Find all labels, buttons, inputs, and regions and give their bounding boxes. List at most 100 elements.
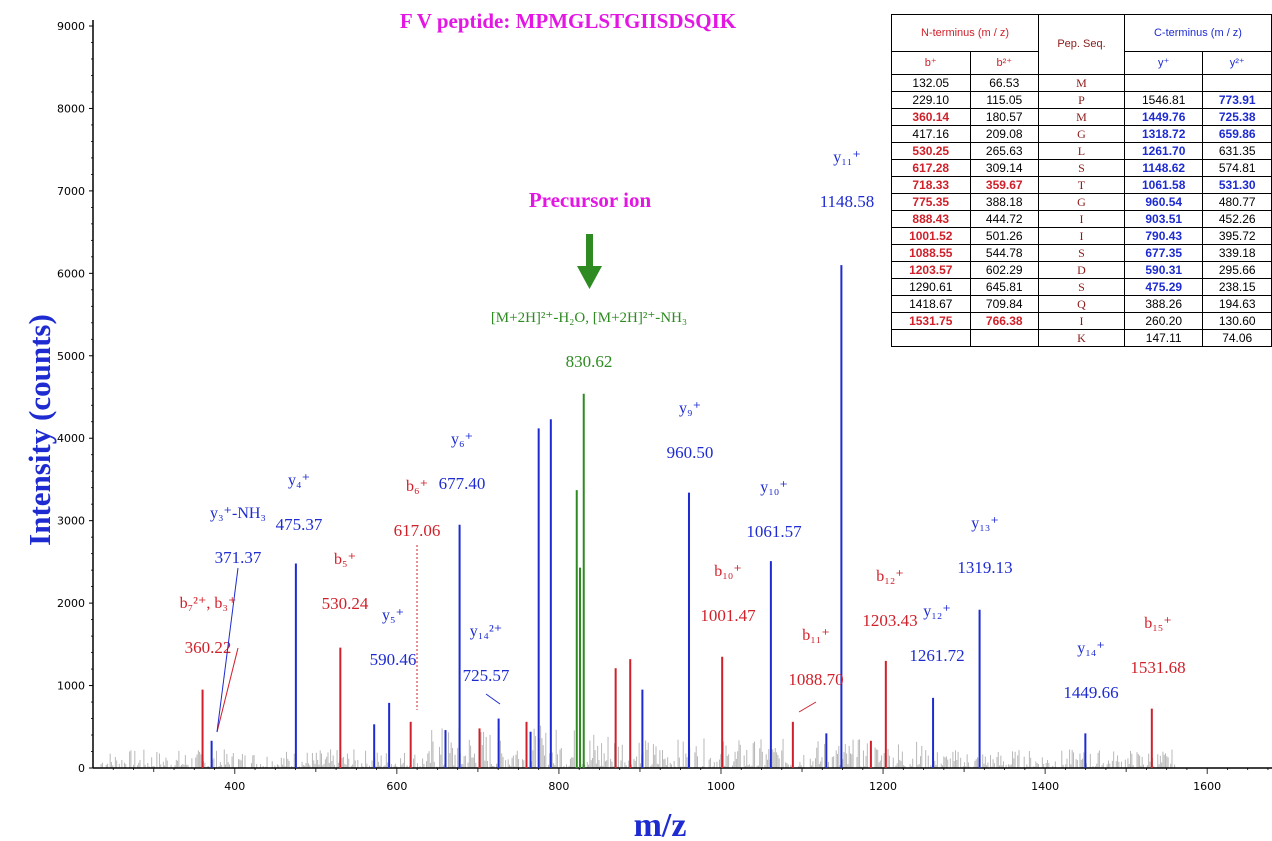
peak-ion-label: y₄⁺ — [288, 472, 310, 489]
peak-mz-label: 371.37 — [215, 548, 262, 567]
table-row: 1531.75 766.38 I 260.20 130.60 — [891, 312, 1272, 330]
y1-cell: 1449.76 — [1123, 108, 1204, 126]
y1-cell: 960.54 — [1123, 193, 1204, 211]
y-tick-label: 0 — [78, 762, 85, 775]
y2-cell: 574.81 — [1202, 159, 1272, 177]
fragment-table-body: 132.05 66.53 M 229.10 115.05 P 1546.81 773.91 36… — [891, 74, 1272, 347]
y2-cell — [1202, 74, 1272, 92]
peak-mz-label: 1319.13 — [957, 558, 1012, 577]
peak-annotation: b₁₀⁺ 1001.47 — [700, 563, 756, 625]
table-row: 775.35 388.18 G 960.54 480.77 — [891, 193, 1272, 211]
sequence-cell: I — [1038, 227, 1125, 245]
peak-mz-label: 1088.70 — [788, 670, 843, 689]
x-tick-label: 800 — [548, 780, 569, 793]
b1-cell: 132.05 — [891, 74, 971, 92]
y1-cell: 388.26 — [1123, 295, 1204, 313]
peak-ion-label: y₁₄⁺ — [1077, 640, 1105, 657]
x-tick-label: 600 — [386, 780, 407, 793]
y-2plus-header: y²⁺ — [1202, 51, 1272, 75]
b2-cell: 709.84 — [969, 295, 1040, 313]
peak-mz-label: 1061.57 — [746, 522, 802, 541]
sequence-cell: M — [1038, 74, 1125, 92]
peak-annotation: y₉⁺ 960.50 — [667, 400, 714, 462]
b2-cell: 444.72 — [969, 210, 1040, 228]
table-row: 888.43 444.72 I 903.51 452.26 — [891, 210, 1272, 228]
table-row: 617.28 309.14 S 1148.62 574.81 — [891, 159, 1272, 177]
x-tick-label: 1000 — [707, 780, 735, 793]
y-tick-label: 2000 — [57, 597, 85, 610]
b2-cell: 265.63 — [969, 142, 1040, 160]
peak-annotation: b₁₂⁺ 1203.43 — [862, 568, 917, 630]
y2-cell: 480.77 — [1202, 193, 1272, 211]
sequence-cell: M — [1038, 108, 1125, 126]
y-tick-label: 1000 — [57, 680, 85, 693]
b2-cell: 359.67 — [969, 176, 1040, 194]
peak-ion-label: y₁₄²⁺ — [470, 623, 502, 640]
b2-cell: 544.78 — [969, 244, 1040, 262]
peak-mz-label: 725.57 — [463, 666, 510, 685]
y2-cell: 452.26 — [1202, 210, 1272, 228]
peak-mz-label: 1449.66 — [1063, 683, 1118, 702]
y2-cell: 659.86 — [1202, 125, 1272, 143]
sequence-cell: T — [1038, 176, 1125, 194]
sequence-cell: Q — [1038, 295, 1125, 313]
y1-cell: 590.31 — [1123, 261, 1204, 279]
peak-annotation: y₅⁺ 590.46 — [370, 607, 417, 669]
table-row: 1001.52 501.26 I 790.43 395.72 — [891, 227, 1272, 245]
b1-cell: 718.33 — [891, 176, 971, 194]
peak-ion-label: b₁₅⁺ — [1144, 615, 1172, 632]
b2-cell: 645.81 — [969, 278, 1040, 296]
y1-cell: 677.35 — [1123, 244, 1204, 262]
b1-cell: 1088.55 — [891, 244, 971, 262]
noise-peaks — [100, 725, 1176, 768]
annotation-leader-line — [798, 701, 817, 713]
y2-cell: 631.35 — [1202, 142, 1272, 160]
sequence-cell: D — [1038, 261, 1125, 279]
peak-ion-label: y₆⁺ — [451, 431, 473, 448]
peak-mz-label: 830.62 — [566, 352, 613, 371]
precursor-ion-label: Precursor ion — [529, 188, 652, 212]
sequence-cell: S — [1038, 244, 1125, 262]
y2-cell: 74.06 — [1202, 329, 1272, 347]
b1-cell: 1531.75 — [891, 312, 971, 330]
y1-cell: 1148.62 — [1123, 159, 1204, 177]
peak-mz-label: 360.22 — [185, 638, 232, 657]
annotation-leader-line — [216, 647, 239, 733]
b1-cell: 360.14 — [891, 108, 971, 126]
y2-cell: 194.63 — [1202, 295, 1272, 313]
peptide-sequence-header: Pep. Seq. — [1038, 14, 1125, 75]
x-tick-label: 1200 — [869, 780, 897, 793]
peak-annotation: b₁₅⁺ 1531.68 — [1130, 615, 1185, 677]
peak-annotation: y₁₀⁺ 1061.57 — [746, 479, 802, 541]
peak-ion-label: [M+2H]²⁺-H₂O, [M+2H]²⁺-NH₃ — [491, 310, 687, 326]
table-row: 718.33 359.67 T 1061.58 531.30 — [891, 176, 1272, 194]
peak-mz-label: 1531.68 — [1130, 658, 1185, 677]
peak-mz-label: 960.50 — [667, 443, 714, 462]
peak-ion-label: y₁₃⁺ — [971, 515, 999, 532]
peak-mz-label: 1001.47 — [700, 606, 756, 625]
peak-annotation: y₁₂⁺ 1261.72 — [909, 603, 964, 665]
y1-cell: 1546.81 — [1123, 91, 1204, 109]
b1-cell: 530.25 — [891, 142, 971, 160]
peak-annotation: y₁₄⁺ 1449.66 — [1063, 640, 1118, 702]
b1-cell: 229.10 — [891, 91, 971, 109]
x-tick-label: 1400 — [1031, 780, 1059, 793]
peak-ion-label: b₇²⁺, b₃⁺ — [180, 595, 237, 612]
y-tick-label: 7000 — [57, 185, 85, 198]
sequence-cell: G — [1038, 193, 1125, 211]
peak-mz-label: 677.40 — [439, 474, 486, 493]
peak-mz-label: 530.24 — [322, 594, 369, 613]
y1-cell: 903.51 — [1123, 210, 1204, 228]
peak-ion-label: y₁₁⁺ — [833, 149, 861, 166]
peak-mz-label: 1261.72 — [909, 646, 964, 665]
peak-mz-label: 617.06 — [394, 521, 441, 540]
y-axis-label: Intensity (counts) — [22, 314, 57, 546]
peak-ion-label: y₃⁺-NH₃ — [210, 505, 266, 522]
peak-mz-label: 1203.43 — [862, 611, 917, 630]
peak-annotation: [M+2H]²⁺-H₂O, [M+2H]²⁺-NH₃ 830.62 — [491, 310, 687, 371]
sequence-cell: I — [1038, 312, 1125, 330]
sequence-cell: G — [1038, 125, 1125, 143]
b1-cell: 1203.57 — [891, 261, 971, 279]
b1-cell: 1418.67 — [891, 295, 971, 313]
precursor-arrow-icon — [577, 234, 602, 289]
